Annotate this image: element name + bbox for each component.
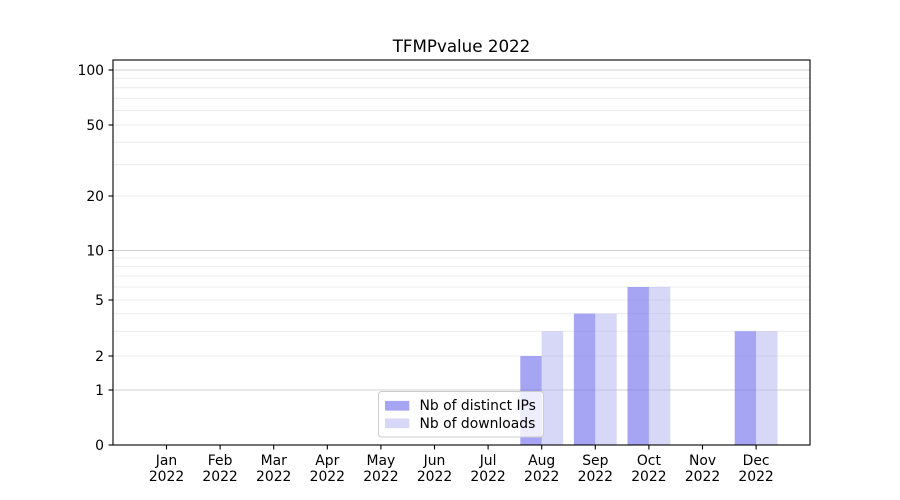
y-tick-label: 20 xyxy=(86,189,104,205)
x-tick-label-month: Dec xyxy=(743,453,770,469)
legend-label-downloads: Nb of downloads xyxy=(420,416,536,432)
x-tick-label-month: Jun xyxy=(423,453,446,469)
y-tick-label: 10 xyxy=(86,243,104,259)
legend-swatch-distinct-ips xyxy=(385,400,410,411)
y-tick-label: 1 xyxy=(95,383,104,399)
x-tick-label-year: 2022 xyxy=(578,469,613,485)
y-tick-label: 50 xyxy=(86,118,104,134)
bar-downloads-dec xyxy=(756,331,778,445)
x-tick-label-month: Nov xyxy=(689,453,716,469)
x-tick-label-month: Sep xyxy=(582,453,608,469)
legend: Nb of distinct IPs Nb of downloads xyxy=(378,391,544,438)
y-tick-label: 0 xyxy=(95,438,104,454)
x-tick-label-month: Feb xyxy=(208,453,233,469)
chart-title: TFMPvalue 2022 xyxy=(392,36,531,56)
x-tick-label-month: Aug xyxy=(528,453,555,469)
x-tick-label-month: Oct xyxy=(637,453,662,469)
y-tick-label: 5 xyxy=(95,293,104,309)
y-tick-label: 2 xyxy=(95,349,104,365)
legend-label-distinct-ips: Nb of distinct IPs xyxy=(420,398,536,414)
x-tick-label-year: 2022 xyxy=(202,469,237,485)
x-tick-label-month: Mar xyxy=(261,453,287,469)
x-tick-label-year: 2022 xyxy=(685,469,720,485)
x-tick-label-month: May xyxy=(367,453,396,469)
x-tick-label-month: Jul xyxy=(479,453,497,469)
plot-area-border xyxy=(112,59,811,446)
x-tick-label-year: 2022 xyxy=(149,469,184,485)
x-tick-label-year: 2022 xyxy=(363,469,398,485)
x-tick-label-month: Apr xyxy=(315,453,339,469)
x-tick-label-year: 2022 xyxy=(256,469,291,485)
x-tick-label-year: 2022 xyxy=(631,469,666,485)
x-tick-label-year: 2022 xyxy=(738,469,773,485)
x-tick-label-year: 2022 xyxy=(417,469,452,485)
x-tick-label-year: 2022 xyxy=(470,469,505,485)
legend-swatch-downloads xyxy=(385,418,410,429)
bar-distinct-ips-dec xyxy=(734,331,757,445)
bar-downloads-oct xyxy=(648,286,671,445)
x-tick-label-year: 2022 xyxy=(310,469,345,485)
bar-distinct-ips-oct xyxy=(627,286,649,445)
legend-box xyxy=(378,391,544,438)
y-tick-label: 100 xyxy=(77,63,104,79)
bar-distinct-ips-sep xyxy=(573,313,596,445)
x-tick-label-year: 2022 xyxy=(524,469,559,485)
bar-downloads-aug xyxy=(541,331,564,445)
bar-downloads-sep xyxy=(595,313,617,445)
x-tick-label-month: Jan xyxy=(155,453,177,469)
